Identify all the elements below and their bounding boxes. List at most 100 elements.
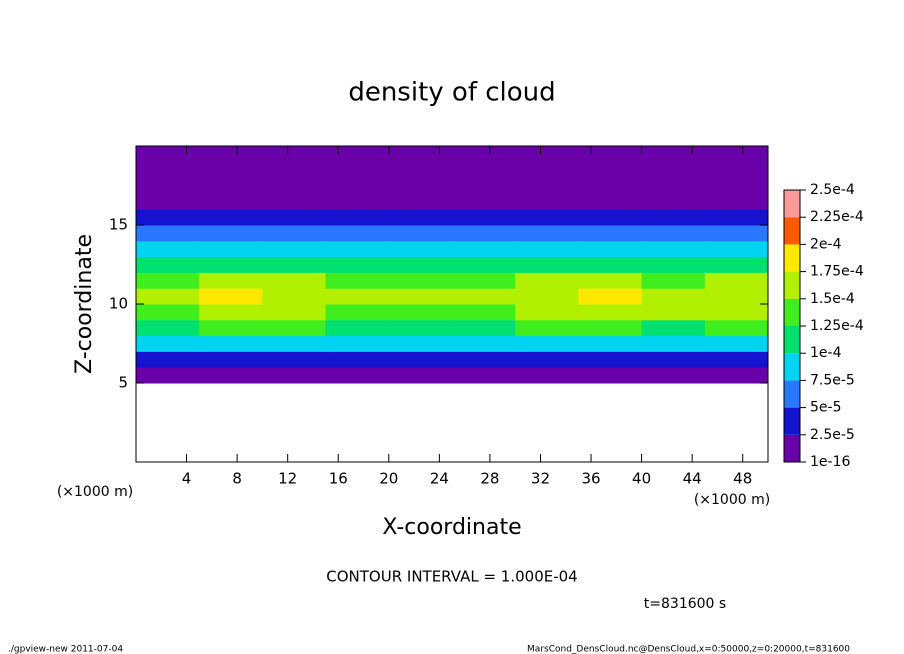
- heatmap-cell: [704, 177, 769, 194]
- heatmap-cell: [578, 209, 643, 226]
- chart-title: density of cloud: [348, 78, 555, 108]
- heatmap-cell: [325, 256, 390, 273]
- heatmap-cell: [515, 209, 579, 226]
- x-tick-label: 24: [430, 470, 449, 488]
- heatmap-cell: [262, 240, 327, 258]
- heatmap-cell: [325, 351, 390, 368]
- heatmap-cell: [452, 209, 516, 226]
- colorbar-label: 1.25e-4: [810, 318, 864, 334]
- x-tick-label: 8: [232, 470, 242, 488]
- heatmap-cell: [325, 225, 390, 242]
- heatmap-cell: [136, 319, 200, 337]
- x-tick-label: 44: [683, 470, 702, 488]
- heatmap-cell: [262, 161, 327, 179]
- heatmap-cell: [325, 193, 390, 210]
- heatmap-cell: [325, 161, 390, 179]
- colorbar-segment: [784, 407, 800, 435]
- heatmap-cell: [262, 304, 327, 321]
- heatmap-cell: [452, 193, 516, 210]
- heatmap-cell: [452, 272, 516, 289]
- heatmap-cell: [515, 225, 579, 242]
- heatmap-cell: [325, 335, 390, 352]
- heatmap-cell: [136, 367, 200, 384]
- heatmap-cell: [641, 146, 706, 163]
- heatmap-cell: [641, 335, 706, 352]
- heatmap-cell: [262, 209, 327, 226]
- heatmap-cell: [452, 256, 516, 273]
- heatmap-cell: [199, 177, 263, 194]
- colorbar-label: 2.5e-5: [810, 427, 855, 443]
- heatmap-cell: [452, 146, 516, 163]
- heatmap-cell: [452, 304, 516, 321]
- heatmap-cell: [136, 351, 200, 368]
- heatmap-cell: [704, 335, 769, 352]
- heatmap-cell: [388, 240, 453, 258]
- y-tick-label: 5: [118, 374, 128, 392]
- heatmap-cell: [262, 256, 327, 273]
- heatmap-cell: [262, 193, 327, 210]
- heatmap-cell: [515, 146, 579, 163]
- heatmap-cell: [262, 351, 327, 368]
- heatmap-cell: [452, 319, 516, 337]
- heatmap-cell: [325, 319, 390, 337]
- heatmap-cell: [641, 240, 706, 258]
- heatmap-cell: [578, 272, 643, 289]
- y-axis-label: Z-coordinate: [72, 234, 97, 374]
- heatmap-cell: [136, 209, 200, 226]
- colorbar-label: 2.5e-4: [810, 182, 855, 198]
- heatmap-cell: [515, 351, 579, 368]
- heatmap-cell: [136, 177, 200, 194]
- heatmap-cell: [578, 146, 643, 163]
- heatmap-cell: [262, 367, 327, 384]
- heatmap-cell: [704, 256, 769, 273]
- heatmap-cell: [199, 256, 263, 273]
- heatmap-cell: [262, 225, 327, 242]
- heatmap-cell: [388, 146, 453, 163]
- colorbar-label: 2e-4: [810, 236, 842, 252]
- heatmap-cell: [136, 256, 200, 273]
- colorbar-segment: [784, 380, 800, 408]
- time-label: t=831600 s: [644, 596, 726, 612]
- y-unit: (×1000 m): [57, 484, 133, 500]
- heatmap-cell: [704, 304, 769, 321]
- heatmap-cell: [199, 193, 263, 210]
- heatmap-cell: [199, 272, 263, 289]
- heatmap-cell: [578, 351, 643, 368]
- heatmap-cell: [452, 161, 516, 179]
- x-tick-label: 16: [329, 470, 348, 488]
- heatmap-cell: [578, 193, 643, 210]
- heatmap-cell: [515, 272, 579, 289]
- colorbar-label: 5e-5: [810, 400, 841, 416]
- x-tick-label: 36: [581, 470, 600, 488]
- heatmap-cell: [136, 193, 200, 210]
- heatmap-cell: [515, 367, 579, 384]
- annotation: CONTOUR INTERVAL = 1.000E-04: [326, 568, 577, 586]
- heatmap-cell: [452, 335, 516, 352]
- heatmap-cell: [388, 177, 453, 194]
- heatmap-cell: [578, 256, 643, 273]
- heatmap-cell: [199, 288, 263, 305]
- x-axis-label: X-coordinate: [382, 515, 521, 540]
- colorbar-segment: [784, 271, 800, 299]
- heatmap-cell: [641, 225, 706, 242]
- heatmap-cell: [515, 161, 579, 179]
- heatmap-cell: [199, 240, 263, 258]
- heatmap-cell: [388, 209, 453, 226]
- heatmap-cell: [136, 161, 200, 179]
- heatmap-cell: [388, 272, 453, 289]
- heatmap-cell: [704, 161, 769, 179]
- colorbar-label: 1e-16: [810, 454, 850, 470]
- heatmap-cell: [641, 193, 706, 210]
- x-tick-label: 48: [733, 470, 752, 488]
- heatmap-cell: [641, 319, 706, 337]
- heatmap-cell: [262, 319, 327, 337]
- heatmap-cell: [515, 240, 579, 258]
- heatmap-cell: [199, 225, 263, 242]
- heatmap-cell: [704, 367, 769, 384]
- y-tick-label: 15: [109, 216, 128, 234]
- heatmap-cell: [452, 177, 516, 194]
- heatmap-cell: [515, 304, 579, 321]
- colorbar-segment: [784, 190, 800, 218]
- heatmap-cell: [325, 146, 390, 163]
